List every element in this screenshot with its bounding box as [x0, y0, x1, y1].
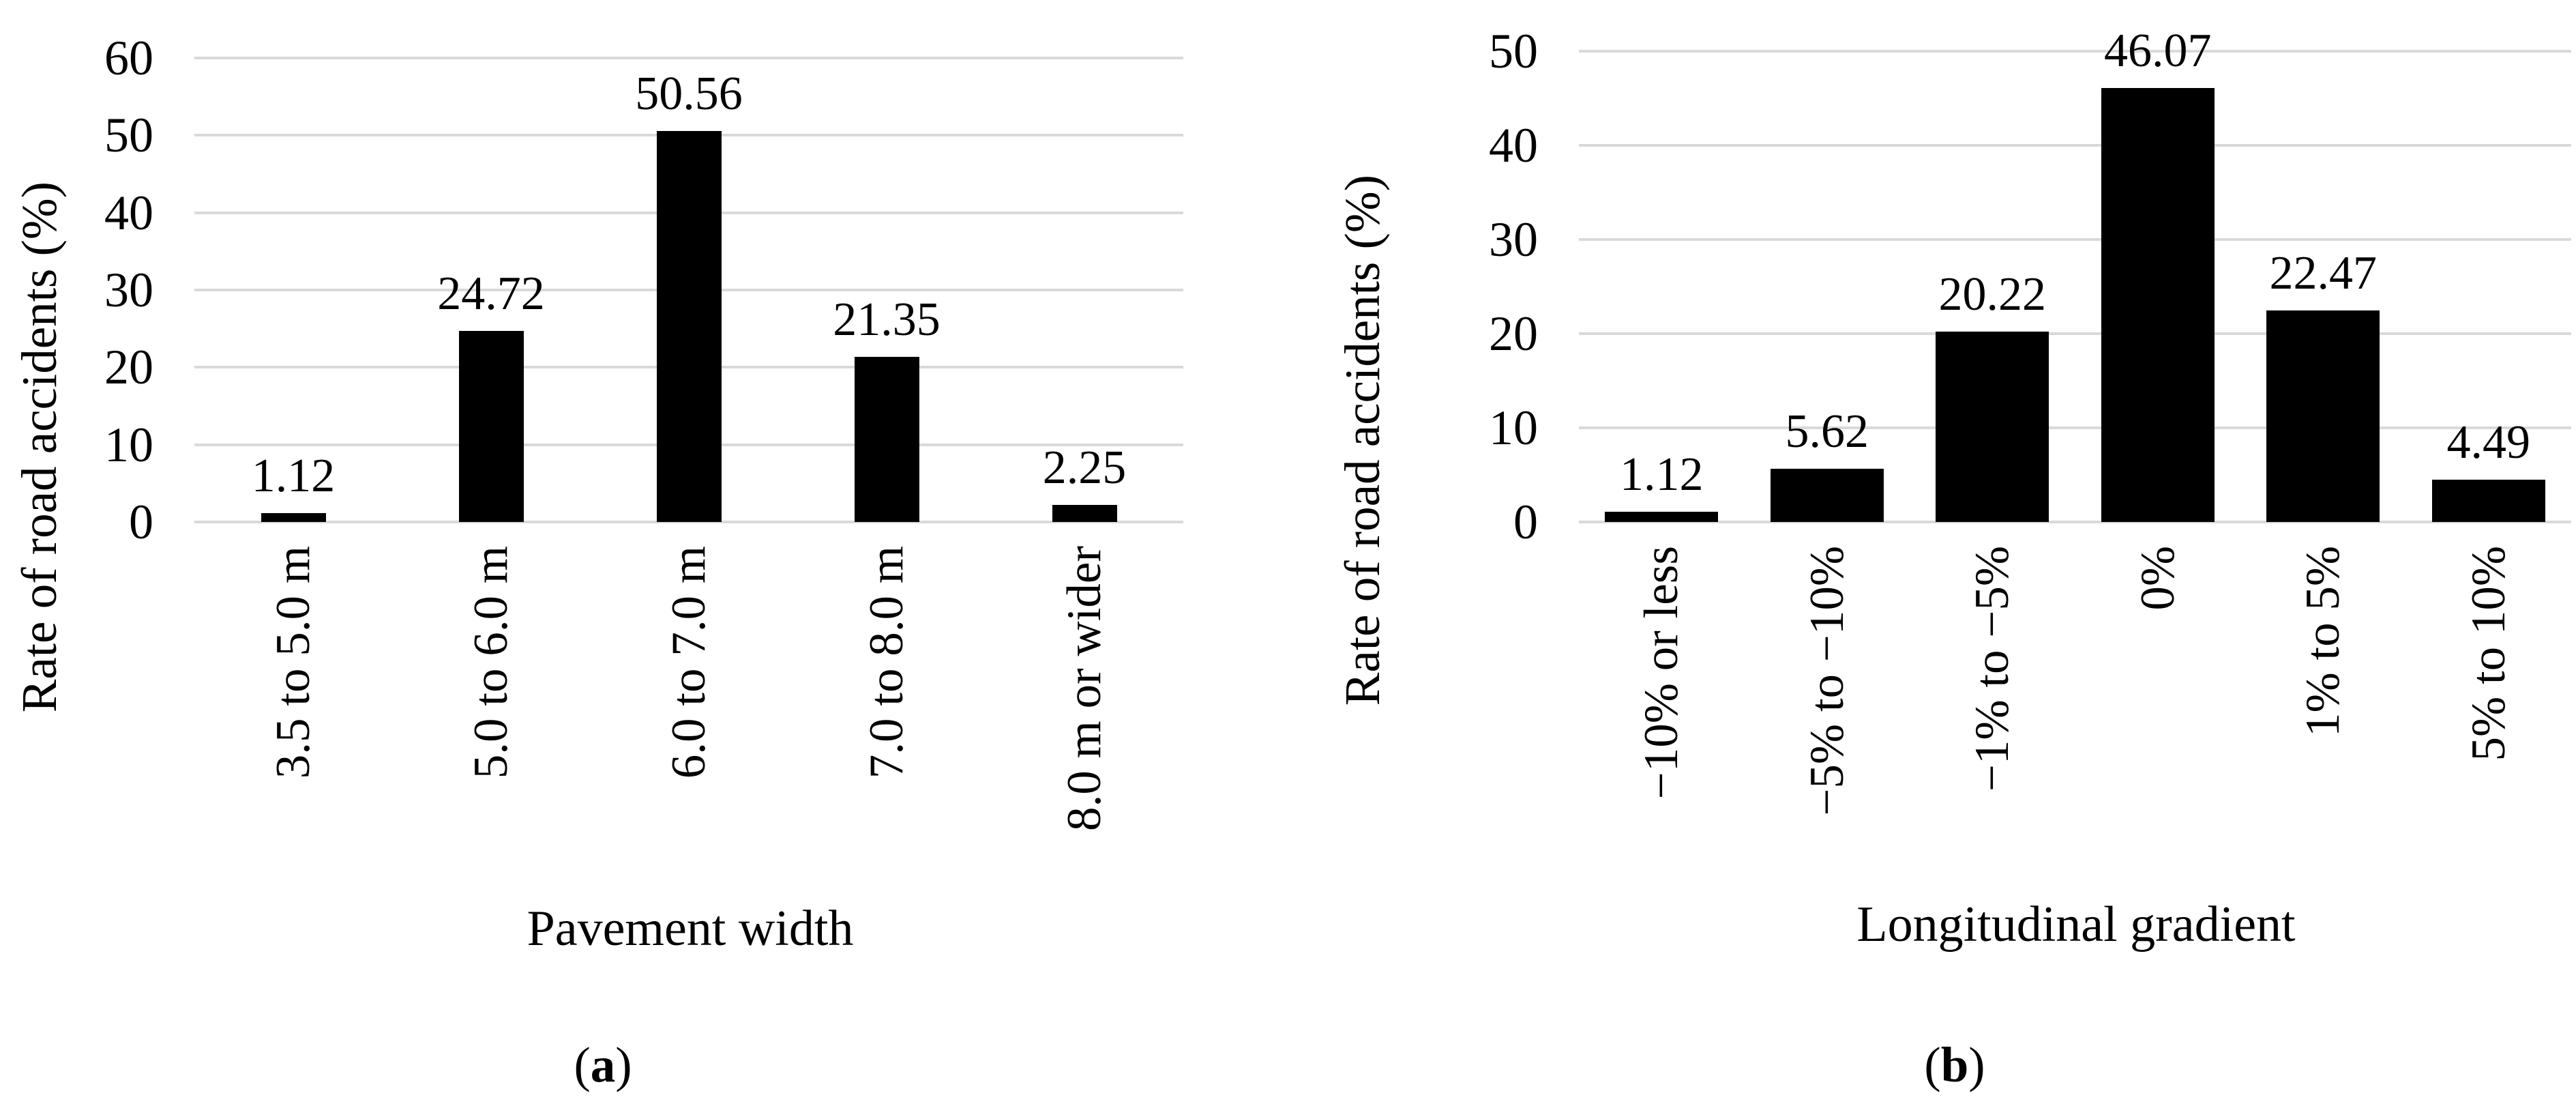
- x-category-label: 5.0 to 6.0 m: [464, 546, 518, 779]
- bar-value-label: 21.35: [833, 293, 941, 347]
- y-tick-label: 60: [104, 31, 153, 85]
- y-tick-label: 20: [1489, 306, 1538, 361]
- bar: [1936, 331, 2049, 522]
- bar-value-label: 20.22: [1938, 267, 2047, 321]
- y-tick-label: 0: [129, 495, 153, 549]
- gridline: [194, 366, 1183, 369]
- bar-value-label: 24.72: [437, 267, 545, 320]
- caption-open-paren: (: [1924, 1037, 1941, 1092]
- y-axis-title-container: Rate of road accidents (%): [1330, 48, 1395, 832]
- subfigure-caption: (b): [1924, 1038, 1985, 1092]
- y-tick-label: 20: [104, 340, 153, 395]
- gridline: [194, 134, 1183, 137]
- x-category-label: −1% to −5%: [1966, 546, 2019, 792]
- y-tick-label: 30: [1489, 212, 1538, 267]
- caption-close-paren: ): [615, 1037, 632, 1092]
- gridline: [194, 521, 1183, 523]
- bar-value-label: 22.47: [2269, 246, 2378, 300]
- gridline: [1579, 332, 2571, 335]
- y-tick-label: 0: [1513, 495, 1538, 549]
- gridline: [1579, 144, 2571, 147]
- y-tick-label: 40: [104, 185, 153, 240]
- y-tick-label: 30: [104, 263, 153, 317]
- gridline: [194, 57, 1183, 59]
- plot-area: 1.12 5.62 20.22 46.07 22.47 4.49: [1579, 27, 2571, 523]
- bar: [656, 131, 722, 522]
- bar-value-label: 1.12: [251, 450, 336, 503]
- bar: [854, 357, 919, 522]
- bar: [261, 513, 326, 522]
- bar: [1052, 504, 1117, 522]
- caption-close-paren: ): [1968, 1037, 1985, 1092]
- bar: [2101, 88, 2215, 522]
- x-category-label: 6.0 to 7.0 m: [662, 546, 715, 779]
- y-axis-title: Rate of road accidents (%): [12, 181, 67, 713]
- caption-letter: a: [590, 1037, 616, 1092]
- y-tick-label: 50: [104, 108, 153, 163]
- x-axis-title: Longitudinal gradient: [1856, 897, 2296, 953]
- bar-value-label: 5.62: [1785, 405, 1869, 459]
- bar: [2431, 480, 2545, 522]
- x-category-labels: −10% or less −5% to −10% −1% to −5% 0% 1% to…: [1579, 546, 2571, 901]
- x-category-label: 3.5 to 5.0 m: [267, 546, 320, 779]
- y-tick-label: 40: [1489, 118, 1538, 173]
- x-category-label: 5% to 10%: [2461, 546, 2515, 761]
- caption-letter: b: [1940, 1037, 1969, 1092]
- subfigure-caption: (a): [574, 1038, 632, 1092]
- x-category-label: 8.0 m or wider: [1058, 546, 1111, 832]
- bar-value-label: 50.56: [635, 68, 743, 120]
- x-category-label: −10% or less: [1635, 546, 1689, 800]
- bar-value-label: 46.07: [2104, 25, 2212, 78]
- bar: [458, 330, 524, 522]
- bar-value-label: 2.25: [1042, 441, 1127, 494]
- bar-value-label: 4.49: [2446, 416, 2531, 469]
- gridline: [1579, 521, 2571, 523]
- y-axis-title-container: Rate of road accidents (%): [7, 55, 72, 839]
- x-category-labels: 3.5 to 5.0 m 5.0 to 6.0 m 6.0 to 7.0 m 7.0 …: [194, 546, 1183, 901]
- bar-value-label: 1.12: [1620, 448, 1704, 501]
- x-axis-title: Pavement width: [527, 901, 854, 957]
- x-category-label: −5% to −10%: [1800, 546, 1854, 816]
- bar: [1605, 511, 1719, 522]
- bar: [2266, 310, 2380, 522]
- y-tick-label: 50: [1489, 24, 1538, 78]
- y-axis-title: Rate of road accidents (%): [1335, 174, 1390, 706]
- y-tick-label: 10: [1489, 401, 1538, 455]
- bar: [1770, 469, 1884, 522]
- y-axis-ticks: 0 10 20 30 40 50 60: [3, 33, 153, 547]
- caption-open-paren: (: [574, 1037, 591, 1092]
- gridline: [1579, 426, 2571, 429]
- gridline: [194, 289, 1183, 291]
- x-category-label: 7.0 to 8.0 m: [860, 546, 913, 779]
- x-category-label: 1% to 5%: [2296, 546, 2350, 738]
- y-tick-label: 10: [104, 417, 153, 472]
- plot-area: 1.12 24.72 50.56 21.35 2.25: [194, 57, 1183, 523]
- gridline: [1579, 50, 2571, 53]
- x-category-label: 0%: [2131, 546, 2185, 611]
- gridline: [1579, 238, 2571, 241]
- gridline: [194, 443, 1183, 446]
- gridline: [194, 211, 1183, 214]
- y-axis-ticks: 0 10 20 30 40 50: [1388, 27, 1538, 547]
